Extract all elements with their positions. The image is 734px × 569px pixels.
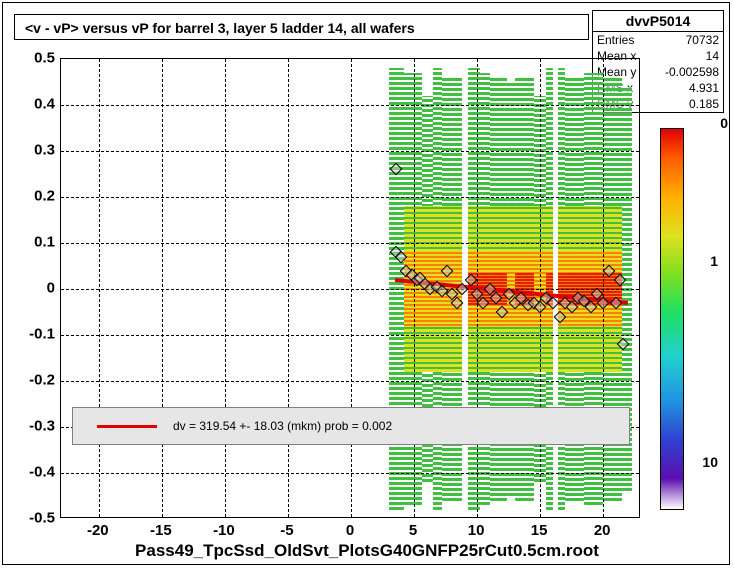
x-tick: -5 — [280, 522, 293, 539]
colorbar-tick: 10 — [702, 454, 718, 470]
y-tick: 0.4 — [0, 96, 55, 113]
y-tick: -0.1 — [0, 326, 55, 343]
meany-val: -0.002598 — [665, 64, 719, 80]
y-tick: -0.2 — [0, 372, 55, 389]
stats-name: dvvP5014 — [593, 11, 723, 32]
y-tick: -0.3 — [0, 418, 55, 435]
x-tick: -10 — [213, 522, 235, 539]
y-tick: 0.3 — [0, 142, 55, 159]
y-tick: 0 — [0, 280, 55, 297]
legend-text: dv = 319.54 +- 18.03 (mkm) prob = 0.002 — [173, 419, 392, 433]
entries-val: 70732 — [686, 32, 719, 48]
bottom-caption: Pass49_TpcSsd_OldSvt_PlotsG40GNFP25rCut0… — [0, 541, 734, 561]
plot-area — [60, 58, 640, 518]
y-tick: -0.5 — [0, 510, 55, 527]
x-tick: -15 — [150, 522, 172, 539]
colorbar-tick: 1 — [710, 253, 718, 269]
y-tick: 0.2 — [0, 188, 55, 205]
legend-line-sample — [97, 425, 157, 428]
title-text: <v - vP> versus vP for barrel 3, layer 5… — [25, 20, 415, 36]
rmsy-val: 0.185 — [689, 96, 719, 112]
legend-box: dv = 319.54 +- 18.03 (mkm) prob = 0.002 — [72, 407, 630, 445]
colorbar — [660, 128, 684, 510]
rmsx-val: 4.931 — [689, 80, 719, 96]
colorbar-top-annotation: 0 — [720, 115, 728, 131]
y-tick: 0.1 — [0, 234, 55, 251]
x-tick: 0 — [346, 522, 354, 539]
heatmap-layer — [61, 59, 639, 517]
y-tick: -0.4 — [0, 464, 55, 481]
title-box: <v - vP> versus vP for barrel 3, layer 5… — [14, 14, 589, 40]
entries-label: Entries — [597, 32, 634, 48]
x-tick: 10 — [468, 522, 485, 539]
y-tick: 0.5 — [0, 50, 55, 67]
x-tick: 15 — [531, 522, 548, 539]
meanx-val: 14 — [706, 48, 719, 64]
x-tick: 5 — [409, 522, 417, 539]
x-tick: 20 — [594, 522, 611, 539]
x-tick: -20 — [87, 522, 109, 539]
